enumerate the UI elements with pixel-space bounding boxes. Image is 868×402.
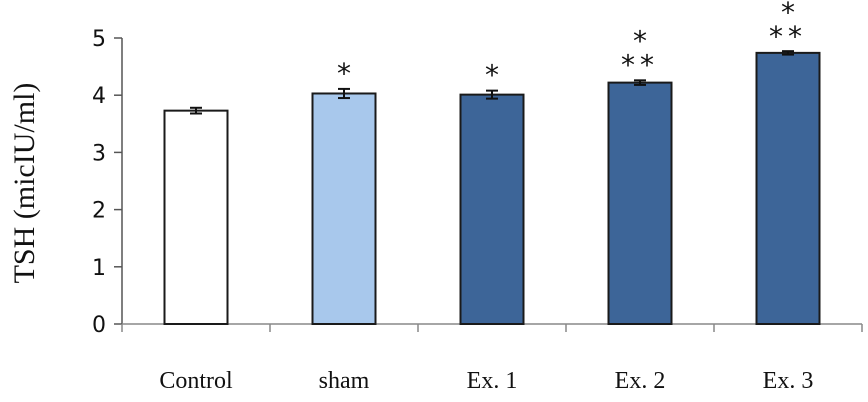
significance-marker: ** <box>769 20 807 53</box>
bar-3 <box>459 93 525 325</box>
significance-marker: * <box>337 57 351 90</box>
x-tick-label: sham <box>319 368 370 394</box>
y-tick-label: 3 <box>92 141 106 166</box>
bar-5 <box>755 51 821 325</box>
y-tick-label: 0 <box>92 313 106 338</box>
significance-marker: ** <box>621 48 659 81</box>
bars: * ******* <box>163 0 821 326</box>
y-tick-label: 2 <box>92 199 106 224</box>
x-axis <box>121 323 863 332</box>
bar-1 <box>163 109 229 325</box>
x-tick-label: Ex. 2 <box>615 368 666 394</box>
y-axis-label: TSH (micIU/ml) <box>8 83 41 284</box>
bar-4 <box>607 81 673 325</box>
category-labels: Control sham Ex. 1 Ex. 2 Ex. 3 <box>159 368 813 394</box>
y-tick-label: 1 <box>92 256 106 281</box>
y-tick-label: 5 <box>92 27 106 52</box>
y-tick-label: 4 <box>92 84 106 109</box>
significance-marker: * <box>485 59 499 92</box>
x-tick-label: Ex. 1 <box>467 368 518 394</box>
y-axis: 0 1 2 3 4 5 <box>92 27 123 338</box>
significance-marker: * <box>781 0 795 29</box>
significance-marker: * <box>633 24 647 57</box>
x-tick-label: Control <box>159 368 233 394</box>
bar-2 <box>311 92 377 326</box>
x-tick-label: Ex. 3 <box>763 368 814 394</box>
